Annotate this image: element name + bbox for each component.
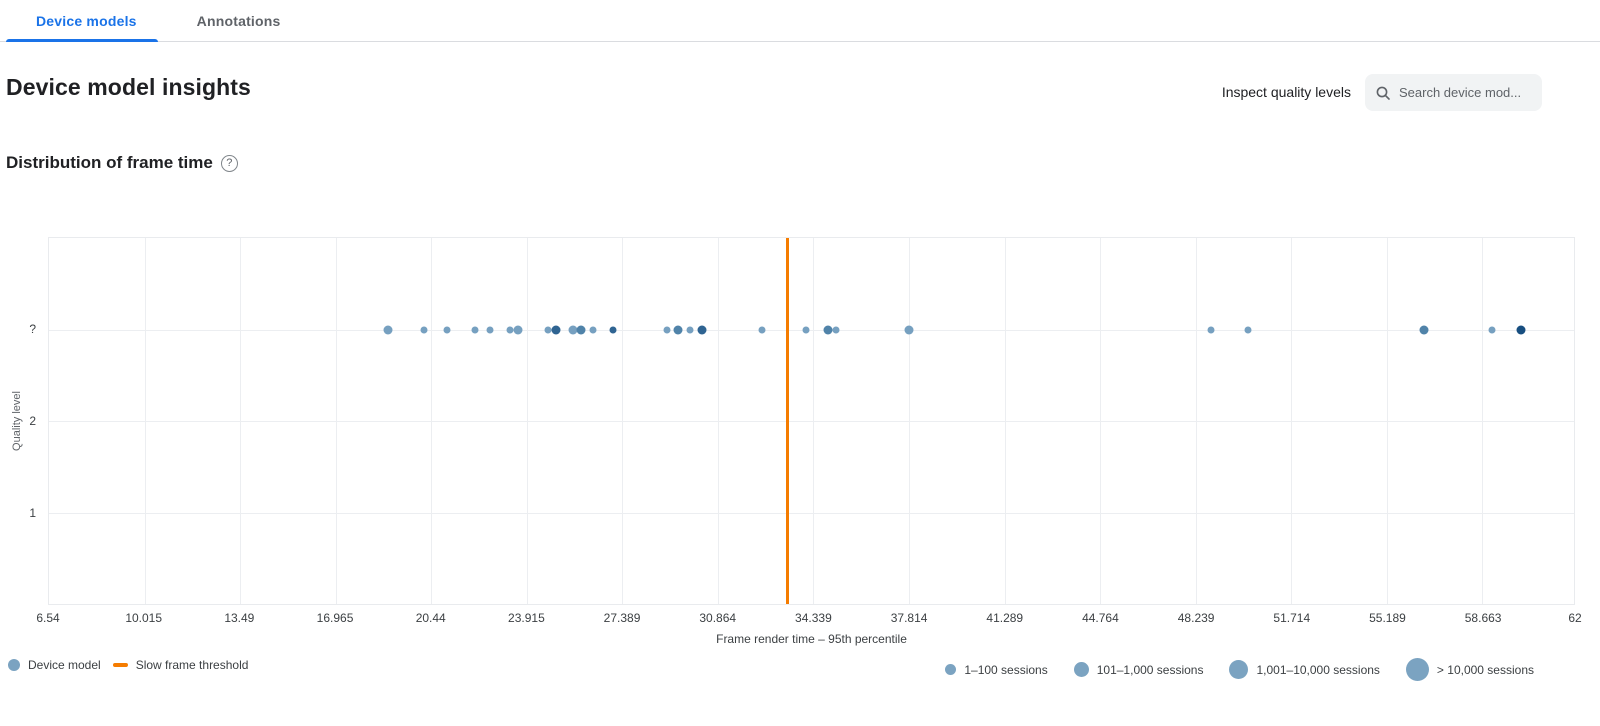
size-legend-label: 1,001–10,000 sessions [1256,662,1380,677]
device-model-point[interactable] [1207,326,1215,333]
x-tick-label: 27.389 [603,611,641,625]
search-icon [1376,86,1390,100]
session-size-legend: 1–100 sessions 101–1,000 sessions 1,001–… [945,658,1534,681]
device-model-point[interactable] [576,325,586,334]
x-tick-label: 51.714 [1273,611,1311,625]
device-model-point[interactable] [758,326,766,333]
size-legend-item: > 10,000 sessions [1405,658,1534,681]
session-size-circle-icon [1405,658,1429,681]
plot-area [48,237,1575,605]
device-model-point[interactable] [544,326,552,333]
device-model-point[interactable] [823,325,833,334]
x-tick-label: 44.764 [1082,611,1119,625]
device-model-point[interactable] [383,325,393,334]
x-tick-label: 41.289 [986,611,1024,625]
size-legend-label: > 10,000 sessions [1436,662,1534,677]
device-model-point[interactable] [486,326,493,333]
inspect-quality-levels-button[interactable]: Inspect quality levels [1221,84,1351,100]
y-tick-label: ? [29,322,36,336]
size-legend-item: 1,001–10,000 sessions [1229,660,1380,679]
chart-title: Distribution of frame time [6,153,213,172]
session-size-circle-icon [945,664,957,675]
page-title: Device model insights [6,74,251,100]
x-tick-label: 55.189 [1369,611,1406,625]
chart-title-row: Distribution of frame time ? [6,153,238,173]
y-tick-label: 2 [29,414,36,428]
device-model-point[interactable] [568,325,578,334]
device-model-point[interactable] [1244,326,1252,333]
search-device-models-input[interactable] [1399,85,1532,100]
y-gridline [49,512,1574,514]
size-legend-item: 101–1,000 sessions [1073,662,1204,677]
x-tick-label: 30.864 [699,611,737,625]
x-tick-label: 10.015 [125,611,163,625]
x-tick-label: 58.663 [1464,611,1502,625]
frame-time-chart: ? 2 1 Quality level 6.54 10.015 13.49 16.965 2… [0,225,1600,650]
x-tick-label: 16.965 [316,611,354,625]
x-axis-labels: 6.54 10.015 13.49 16.965 20.44 23.915 27.389 30… [36,611,1581,627]
chart-legend: Device model Slow frame threshold [8,658,248,672]
device-model-point[interactable] [904,325,914,334]
help-icon[interactable]: ? [220,154,238,172]
device-model-point[interactable] [673,325,683,334]
device-model-point[interactable] [589,326,597,333]
y-gridline [49,421,1574,422]
device-model-point[interactable] [471,326,479,333]
legend-device-model: Device model [8,658,101,672]
x-tick-label: 23.915 [508,611,545,625]
device-model-point[interactable] [1516,325,1526,334]
tab-bar: Device models Annotations [0,0,1600,42]
x-tick-label: 6.54 [36,611,60,625]
legend-row: Device model Slow frame threshold 1–100 … [8,658,1600,681]
x-tick-label: 48.239 [1177,611,1215,625]
device-model-point[interactable] [832,326,840,333]
x-tick-label: 62 [1568,611,1582,625]
session-size-circle-icon [1073,662,1089,677]
active-tab-indicator [6,39,158,42]
device-model-point[interactable] [686,326,694,333]
slow-frame-threshold-line [786,238,790,604]
threshold-dash-icon [112,663,128,667]
x-tick-label: 13.49 [224,611,255,625]
tab-device-models[interactable]: Device models [36,13,137,29]
device-model-point[interactable] [513,325,523,334]
device-model-point[interactable] [506,326,514,333]
y-axis-labels: ? 2 1 [0,237,42,605]
x-tick-label: 34.339 [795,611,832,625]
y-gridline [49,329,1574,331]
device-model-point[interactable] [443,326,451,333]
x-axis-title: Frame render time – 95th percentile [716,632,907,646]
device-model-point[interactable] [663,326,671,333]
y-tick-label: 1 [29,506,36,520]
device-model-dot-icon [8,659,20,671]
x-tick-label: 37.814 [890,611,928,625]
device-model-point[interactable] [420,326,427,333]
session-size-circle-icon [1229,660,1249,679]
device-model-point[interactable] [551,325,561,334]
legend-device-model-label: Device model [28,658,101,672]
device-model-point[interactable] [1488,326,1496,333]
size-legend-label: 101–1,000 sessions [1096,662,1204,677]
legend-slow-frame-threshold-label: Slow frame threshold [135,658,249,672]
size-legend-item: 1–100 sessions [945,662,1048,677]
device-model-point[interactable] [697,325,707,334]
device-model-point[interactable] [609,326,617,333]
search-box[interactable] [1365,74,1542,111]
legend-slow-frame-threshold: Slow frame threshold [112,658,249,672]
device-model-point[interactable] [802,326,810,333]
device-model-point[interactable] [1419,325,1429,334]
size-legend-label: 1–100 sessions [964,662,1048,677]
y-axis-title: Quality level [11,391,23,451]
x-tick-label: 20.44 [415,611,446,625]
tab-annotations[interactable]: Annotations [196,13,281,29]
